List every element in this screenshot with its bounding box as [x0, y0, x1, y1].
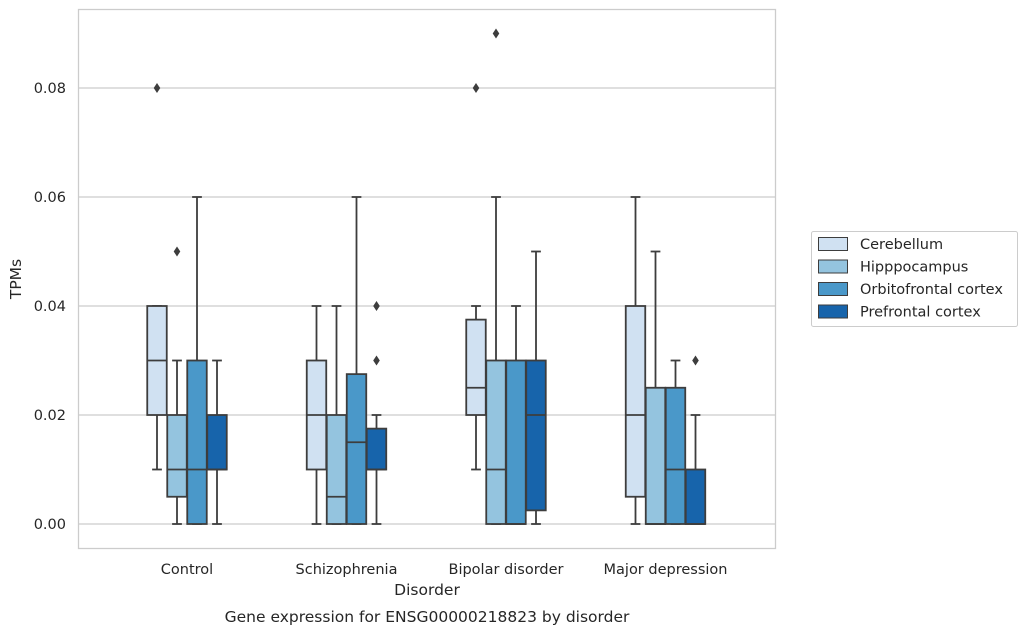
legend-swatch — [818, 304, 848, 319]
box-body — [186, 359, 208, 525]
box-orbitofrontal-cortex — [345, 196, 368, 525]
legend-label: Hipppocampus — [860, 260, 968, 276]
outlier-point — [373, 355, 380, 366]
outlier-point — [492, 28, 500, 39]
figure-caption: Gene expression for ENSG00000218823 by d… — [225, 608, 630, 626]
legend-label: Cerebellum — [860, 237, 943, 253]
box-body — [664, 386, 687, 525]
legend-label: Orbitofrontal cortex — [860, 282, 1003, 298]
box-body — [465, 318, 487, 416]
y-tick-label: 0.02 — [34, 408, 66, 424]
outlier-point — [373, 301, 380, 311]
box-cerebellum — [305, 305, 328, 525]
x-axis-label: Disorder — [394, 581, 460, 599]
legend: Cerebellum Hipppocampus Orbitofrontal cort… — [811, 231, 1018, 327]
legend-swatch — [818, 259, 848, 274]
outlier-point — [472, 83, 480, 93]
outlier-point — [692, 355, 699, 366]
box-body — [644, 386, 667, 525]
y-tick-label: 0.06 — [34, 190, 66, 206]
box-cerebellum — [465, 83, 487, 471]
box-hipppocampus — [325, 305, 348, 525]
box-prefrontal-cortex — [365, 301, 388, 525]
box-body — [485, 359, 507, 525]
box-layer — [146, 28, 707, 525]
legend-swatch — [818, 282, 848, 296]
legend-frame — [811, 231, 1018, 327]
box-orbitofrontal-cortex — [505, 305, 527, 525]
box-prefrontal-cortex — [684, 355, 707, 525]
x-tick-label: Bipolar disorder — [449, 562, 564, 578]
x-tick-label: Schizophrenia — [296, 562, 398, 578]
y-tick-label: 0.08 — [34, 81, 66, 97]
x-tick-label: Major depression — [604, 562, 728, 578]
box-orbitofrontal-cortex — [186, 196, 208, 525]
x-tick-label: Control — [161, 562, 213, 578]
legend-label: Prefrontal cortex — [860, 305, 981, 321]
box-body — [206, 414, 228, 471]
y-tick-label: 0.04 — [34, 299, 66, 315]
box-body — [624, 305, 647, 498]
y-axis-label: TPMs — [7, 259, 25, 300]
box-prefrontal-cortex — [525, 250, 547, 525]
box-cerebellum — [146, 83, 168, 471]
outlier-point — [173, 246, 181, 257]
box-body — [684, 468, 707, 525]
box-prefrontal-cortex — [206, 359, 228, 525]
box-hipppocampus — [485, 28, 507, 525]
box-body — [525, 359, 547, 512]
outlier-point — [153, 83, 161, 93]
box-hipppocampus — [644, 250, 667, 525]
legend-swatch — [818, 237, 848, 251]
box-body — [345, 373, 368, 525]
box-body — [505, 359, 527, 525]
box-body — [365, 427, 388, 471]
box-orbitofrontal-cortex — [664, 359, 687, 525]
legend-items: Cerebellum Hipppocampus Orbitofrontal cort… — [818, 237, 1003, 321]
box-cerebellum — [624, 196, 647, 525]
box-body — [166, 414, 188, 498]
y-tick-labels: 0.00 0.02 0.04 0.06 0.08 — [34, 81, 66, 533]
y-tick-label: 0.00 — [34, 517, 66, 533]
x-tick-labels: Control Schizophrenia Bipolar disorder Majo… — [161, 562, 728, 578]
plot-frame — [77, 8, 777, 550]
box-body — [325, 414, 348, 525]
box-hipppocampus — [166, 246, 188, 525]
